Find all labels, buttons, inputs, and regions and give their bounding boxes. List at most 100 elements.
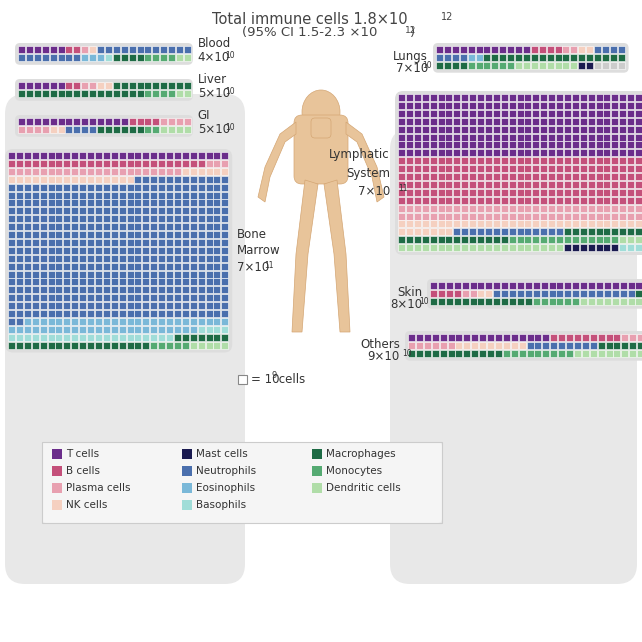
Bar [64, 294, 71, 301]
Bar [572, 244, 579, 251]
Bar [398, 165, 405, 172]
Bar [34, 126, 41, 133]
Bar [71, 263, 78, 270]
Bar [469, 236, 476, 243]
Bar [16, 152, 23, 159]
Bar [65, 82, 73, 89]
Bar [81, 82, 88, 89]
Bar [119, 191, 126, 198]
Bar [143, 184, 150, 191]
Bar [453, 126, 460, 133]
Bar [596, 244, 602, 251]
Bar [110, 160, 117, 167]
Bar [205, 247, 213, 254]
Text: Plasma cells: Plasma cells [66, 483, 130, 493]
Ellipse shape [302, 90, 340, 134]
Bar [150, 270, 157, 277]
Bar [469, 94, 476, 101]
Bar [619, 220, 626, 227]
Bar [198, 334, 205, 341]
Bar [95, 160, 102, 167]
Bar [150, 191, 157, 198]
Bar [31, 302, 39, 309]
Bar [48, 270, 55, 277]
Bar [110, 215, 117, 222]
Bar [580, 236, 587, 243]
Bar [548, 236, 555, 243]
Bar [485, 290, 492, 297]
Bar [198, 325, 205, 333]
Bar [150, 168, 157, 175]
Bar [95, 318, 102, 325]
Bar [509, 290, 516, 297]
Bar [582, 334, 589, 341]
Bar [469, 157, 476, 164]
FancyBboxPatch shape [311, 118, 331, 138]
Bar [221, 325, 229, 333]
Bar [525, 181, 532, 188]
Bar [8, 215, 15, 222]
Bar [620, 290, 627, 297]
Bar [429, 94, 437, 101]
Bar [476, 54, 483, 61]
Bar [540, 150, 547, 156]
Bar [182, 279, 189, 286]
Bar [150, 215, 157, 222]
Bar [8, 310, 15, 317]
Bar [469, 181, 476, 188]
Bar [414, 236, 421, 243]
Bar [24, 286, 31, 293]
Bar [182, 200, 189, 206]
Bar [189, 160, 196, 167]
Bar [523, 62, 530, 69]
Bar [119, 239, 126, 246]
Bar [462, 290, 469, 297]
Bar [580, 117, 587, 125]
Bar [621, 342, 629, 349]
Bar [406, 229, 413, 236]
Bar [55, 200, 62, 206]
Bar [406, 244, 413, 251]
Bar [55, 318, 62, 325]
Bar [534, 334, 541, 341]
Bar [24, 207, 31, 214]
Bar [110, 176, 117, 183]
Bar [453, 244, 460, 251]
Bar [31, 279, 39, 286]
Bar [525, 94, 532, 101]
Bar [546, 54, 553, 61]
Bar [221, 318, 229, 325]
Bar [65, 118, 73, 125]
Bar [213, 270, 220, 277]
Bar [532, 141, 539, 148]
Bar [113, 54, 120, 61]
Bar [87, 286, 94, 293]
Bar [143, 239, 150, 246]
Bar [540, 173, 547, 180]
Bar [540, 141, 547, 148]
Bar [198, 231, 205, 238]
Bar [477, 196, 484, 204]
Bar [437, 94, 444, 101]
Bar [556, 94, 563, 101]
Bar [73, 46, 80, 53]
Bar [16, 279, 23, 286]
Bar [137, 82, 144, 89]
Text: Liver: Liver [198, 73, 227, 86]
Bar [71, 231, 78, 238]
Bar [221, 168, 229, 175]
Bar [487, 342, 494, 349]
Bar [238, 375, 247, 384]
Bar [525, 298, 532, 305]
Bar [587, 220, 594, 227]
Bar [540, 165, 547, 172]
Text: Lungs: Lungs [393, 50, 428, 63]
Bar [18, 126, 25, 133]
Bar [158, 191, 165, 198]
Bar [635, 110, 642, 117]
Bar [620, 298, 627, 305]
Bar [422, 220, 429, 227]
Bar [461, 110, 468, 117]
Bar [508, 165, 516, 172]
Bar [627, 102, 634, 109]
